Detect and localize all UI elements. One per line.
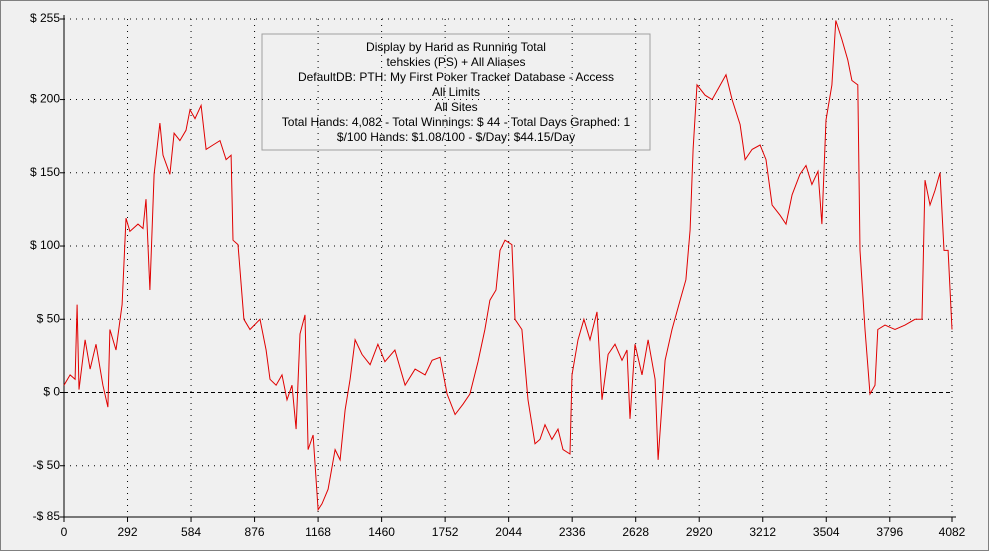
info-line: Total Hands: 4,082 - Total Winnings: $ 4…: [282, 115, 631, 129]
x-tick-label: 2920: [686, 525, 713, 539]
x-tick-label: 2044: [495, 525, 522, 539]
y-tick-label: $ 150: [30, 165, 60, 179]
info-box: Display by Hand as Running Totaltehskies…: [261, 33, 651, 151]
x-tick-label: 1168: [305, 525, 331, 539]
y-tick-label: -$ 85: [33, 509, 61, 523]
info-line: Display by Hand as Running Total: [366, 40, 546, 54]
y-tick-label: $ 200: [30, 92, 60, 106]
y-tick-label: $ 0: [43, 385, 60, 399]
info-line: DefaultDB: PTH: My First Poker Tracker D…: [298, 70, 614, 84]
x-tick-label: 0: [61, 525, 68, 539]
x-tick-label: 4082: [939, 525, 966, 539]
y-tick-label: $ 100: [30, 238, 60, 252]
x-tick-label: 1460: [368, 525, 395, 539]
info-line: All Sites: [434, 100, 477, 114]
x-tick-label: 2336: [559, 525, 586, 539]
info-line: tehskies (PS) + All Aliases: [386, 55, 525, 69]
info-line: All Limits: [432, 85, 480, 99]
x-tick-label: 3212: [749, 525, 776, 539]
y-tick-label: $ 255: [30, 11, 60, 25]
x-tick-label: 292: [118, 525, 138, 539]
info-line: $/100 Hands: $1.08/100 - $/Day: $44.15/D…: [337, 130, 575, 144]
data-line: [63, 20, 953, 512]
y-tick-label: -$ 50: [33, 458, 61, 472]
x-tick-label: 3796: [876, 525, 903, 539]
info-box-border: [261, 33, 651, 151]
x-tick-label: 1752: [432, 525, 459, 539]
x-tick-label: 876: [245, 525, 265, 539]
y-tick-label: $ 50: [37, 311, 61, 325]
x-tick-label: 3504: [813, 525, 840, 539]
x-tick-label: 584: [181, 525, 201, 539]
x-tick-label: 2628: [622, 525, 649, 539]
